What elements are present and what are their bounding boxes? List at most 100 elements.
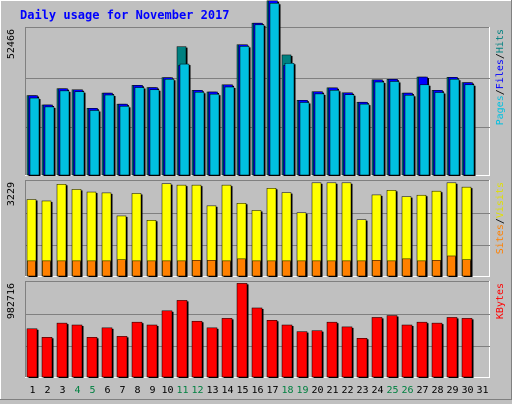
x-tick-label-day-10: 10 [161, 385, 173, 396]
bar-pages-day-6 [104, 94, 115, 176]
bar-pages-day-21 [329, 90, 340, 176]
bar-sites-day-20 [312, 260, 321, 277]
bar-pages-day-7 [119, 106, 130, 176]
legend-visits-sites: Sites/Visits [495, 182, 506, 254]
y-max-label: 52466 [6, 29, 17, 59]
x-tick-label-day-29: 29 [446, 385, 458, 396]
legend-pages-files-hits: Pages/Files/Hits [495, 29, 506, 125]
x-tick-label-day-13: 13 [206, 385, 218, 396]
x-tick-label-day-15: 15 [236, 385, 248, 396]
bar-kbytes-day-16 [251, 307, 263, 378]
bar-pages-day-20 [314, 93, 325, 176]
bar-sites-day-8 [132, 260, 141, 277]
bar-kbytes-day-12 [191, 320, 203, 378]
bar-kbytes-day-23 [356, 338, 368, 378]
bar-sites-day-13 [207, 260, 216, 277]
bar-pages-day-17 [269, 3, 280, 176]
bar-kbytes-day-27 [416, 321, 428, 378]
x-tick-label-day-17: 17 [266, 385, 278, 396]
legend-item: / [495, 218, 506, 224]
x-tick-label-day-31: 31 [476, 385, 488, 396]
bar-kbytes-day-7 [116, 336, 128, 378]
bar-sites-day-7 [117, 259, 126, 277]
bar-sites-day-25 [387, 260, 396, 277]
bar-pages-day-10 [164, 79, 175, 176]
bar-kbytes-day-13 [206, 327, 218, 378]
bar-kbytes-day-2 [41, 337, 53, 378]
x-tick-label-day-16: 16 [251, 385, 263, 396]
panel-visits-sites: 3229 Sites/Visits [6, 180, 506, 277]
bar-kbytes-day-18 [281, 324, 293, 378]
bar-sites-day-4 [72, 260, 81, 277]
bar-sites-day-2 [42, 260, 51, 277]
x-tick-label-day-11: 11 [176, 385, 188, 396]
bar-pages-day-11 [179, 63, 190, 176]
legend-item: Pages [495, 95, 506, 125]
bar-pages-day-1 [29, 97, 40, 176]
bar-pages-day-18 [284, 62, 295, 176]
x-tick-label-day-5: 5 [89, 385, 95, 396]
bar-pages-day-29 [449, 79, 460, 176]
bar-pages-day-2 [44, 106, 55, 176]
bar-kbytes-day-17 [266, 320, 278, 378]
x-tick-label-day-14: 14 [221, 385, 233, 396]
x-tick-label-day-25: 25 [386, 385, 398, 396]
bar-sites-day-9 [147, 260, 156, 277]
bar-pages-day-23 [359, 103, 370, 176]
bar-sites-day-30 [462, 259, 471, 277]
bar-kbytes-day-21 [326, 321, 338, 378]
bar-sites-day-15 [237, 258, 246, 277]
bar-kbytes-day-26 [401, 324, 413, 378]
bar-sites-day-27 [417, 260, 426, 277]
bar-sites-day-1 [27, 260, 36, 277]
bar-kbytes-day-25 [386, 315, 398, 378]
bar-sites-day-14 [222, 260, 231, 277]
bar-sites-day-21 [327, 260, 336, 277]
y-max-label: 3229 [6, 182, 17, 206]
bar-pages-day-27 [419, 84, 430, 176]
y-max-label: 982716 [6, 283, 17, 319]
bar-sites-day-28 [432, 260, 441, 277]
bar-sites-day-17 [267, 260, 276, 277]
bar-pages-day-25 [389, 81, 400, 176]
bar-pages-day-26 [404, 95, 415, 176]
x-tick-label-day-19: 19 [296, 385, 308, 396]
bar-pages-day-9 [149, 89, 160, 176]
bar-pages-day-15 [239, 46, 250, 176]
legend-item: / [495, 89, 506, 95]
x-tick-label-day-9: 9 [149, 385, 155, 396]
bar-sites-day-24 [372, 260, 381, 277]
bar-kbytes-day-29 [446, 317, 458, 378]
bar-sites-day-10 [162, 260, 171, 277]
bar-pages-day-24 [374, 81, 385, 176]
bar-kbytes-day-30 [461, 318, 473, 378]
bar-pages-day-3 [59, 90, 70, 176]
bar-sites-day-26 [402, 258, 411, 277]
x-tick-label-day-6: 6 [104, 385, 110, 396]
bar-sites-day-6 [102, 260, 111, 277]
x-tick-label-day-21: 21 [326, 385, 338, 396]
bar-sites-day-3 [57, 260, 66, 277]
legend-item: KBytes [495, 283, 506, 319]
bar-sites-day-23 [357, 260, 366, 277]
bar-kbytes-day-15 [236, 283, 248, 378]
legend-item: Visits [495, 182, 506, 218]
bar-pages-day-22 [344, 94, 355, 176]
bar-sites-day-19 [297, 260, 306, 277]
bar-kbytes-day-8 [131, 321, 143, 378]
x-tick-label-day-23: 23 [356, 385, 368, 396]
x-axis: 1 2 3 4 5 6 7 8 9 10 11 12 13 14 15 16 17 18 19 20 21 22 23 24 2… [29, 385, 488, 396]
bar-kbytes-day-24 [371, 317, 383, 378]
bar-kbytes-day-3 [56, 322, 68, 378]
x-tick-label-day-28: 28 [431, 385, 443, 396]
legend-item: Files [495, 59, 506, 89]
legend-item: Sites [495, 224, 506, 254]
x-tick-label-day-27: 27 [416, 385, 428, 396]
x-tick-label-day-22: 22 [341, 385, 353, 396]
x-tick-label-day-26: 26 [401, 385, 413, 396]
bar-kbytes-day-22 [341, 326, 353, 378]
bar-kbytes-day-4 [71, 324, 83, 378]
bar-kbytes-day-28 [431, 322, 443, 378]
bar-pages-day-30 [464, 84, 475, 176]
